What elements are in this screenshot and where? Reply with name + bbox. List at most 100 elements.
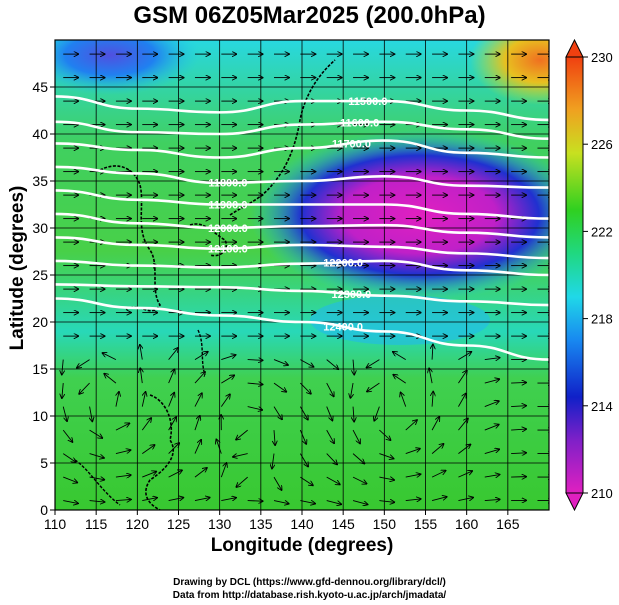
colorbar-tick-label: 230 (591, 50, 613, 65)
wind-arrow (116, 392, 119, 407)
wind-arrow (511, 406, 526, 407)
wind-arrow (89, 477, 105, 480)
wind-arrow (431, 444, 443, 454)
wind-arrow (484, 499, 500, 500)
contour-label: 12000.0 (208, 223, 248, 235)
y-tick-label: 25 (32, 267, 48, 283)
wind-arrow (221, 375, 234, 384)
x-tick-label: 110 (44, 516, 67, 532)
colorbar-min-arrow (565, 492, 584, 512)
wind-arrow (168, 498, 184, 501)
wind-arrow (102, 353, 117, 361)
colorbar-tick-label: 214 (591, 399, 613, 414)
wind-arrow (141, 392, 145, 407)
wind-arrow (115, 450, 131, 455)
wind-arrow (326, 406, 333, 421)
wind-arrow (511, 429, 526, 430)
wind-arrow (89, 453, 104, 458)
wind-arrow (247, 406, 263, 410)
wind-arrow (431, 471, 446, 478)
contour-label: 11700.0 (332, 139, 371, 151)
wind-arrow (393, 375, 406, 384)
height-contour (55, 189, 549, 220)
wind-arrow (194, 468, 207, 478)
wind-arrow (484, 449, 499, 455)
wind-arrow (273, 501, 289, 504)
wind-arrow (142, 498, 157, 501)
wind-arrow (194, 352, 208, 360)
wind-arrow (104, 374, 117, 384)
wind-arrow (233, 453, 248, 457)
wind-arrow (194, 498, 210, 501)
x-tick-label: 125 (167, 516, 191, 532)
contour-label: 12100.0 (208, 243, 248, 255)
wind-arrow (168, 417, 177, 431)
wind-arrow (63, 501, 78, 504)
wind-arrow (220, 394, 230, 407)
x-tick-label: 120 (126, 516, 150, 532)
wind-arrow (432, 345, 433, 360)
wind-arrow (168, 443, 180, 454)
wind-arrow (194, 416, 200, 431)
x-tick-label: 150 (373, 516, 397, 532)
wind-arrow (115, 499, 131, 500)
wind-arrow (115, 423, 129, 431)
wind-arrow (216, 439, 222, 454)
wind-arrow (484, 475, 500, 478)
y-tick-label: 5 (40, 455, 48, 471)
x-tick-label: 160 (455, 516, 479, 532)
wind-arrow (140, 368, 142, 384)
credit-data-source: Data from http://database.rish.kyoto-u.a… (172, 590, 447, 601)
wind-arrow (300, 476, 313, 485)
wind-arrow (458, 352, 471, 360)
wind-arrow (273, 406, 282, 420)
height-contour (55, 236, 549, 260)
height-contours: 11500.0 11600.0 11700.0 11800.0 11900.0 12000… (55, 95, 549, 361)
wind-arrow (326, 429, 334, 443)
wind-arrow (140, 345, 142, 360)
colorbar-tick-label: 222 (591, 224, 613, 239)
x-tick-label: 155 (414, 516, 438, 532)
y-tick-label: 15 (32, 361, 48, 377)
wind-arrow (352, 500, 368, 505)
wind-arrow (221, 355, 235, 361)
y-tick-label: 30 (32, 220, 48, 236)
wind-arrow (374, 406, 380, 421)
colorbar-tick-label: 218 (591, 312, 613, 327)
wind-arrow (247, 383, 263, 384)
y-tick-label: 40 (32, 126, 48, 142)
wind-arrow (62, 453, 75, 462)
wind-arrow (352, 476, 366, 484)
wind-arrow (393, 352, 406, 360)
colorbar-ticks: 210 214 218 222 226 230 (583, 50, 613, 501)
x-axis: 110 115 120 125 130 135 140 145 150 155 160 165 (44, 510, 520, 532)
wind-arrow (142, 472, 156, 478)
height-contour (55, 139, 549, 159)
wind-arrow (236, 476, 248, 487)
wind-arrow (484, 358, 500, 360)
wind-arrow (405, 420, 417, 431)
wind-arrow (326, 476, 340, 484)
x-tick-label: 130 (208, 516, 232, 532)
wind-arrow (484, 401, 499, 408)
warm-region-northeast (470, 40, 549, 105)
height-contour (55, 259, 549, 277)
wind-arrow (274, 430, 275, 445)
wind-arrow (353, 359, 354, 375)
wind-arrow (300, 359, 313, 367)
wind-arrow (62, 383, 63, 398)
height-contour (55, 212, 549, 239)
wind-arrow (326, 382, 334, 396)
wind-arrow (273, 359, 288, 365)
y-tick-label: 0 (40, 502, 48, 518)
wind-arrow (352, 429, 360, 443)
wind-arrow (484, 379, 499, 384)
colorbar: 210 214 218 222 226 230 (565, 38, 613, 512)
colorbar-gradient (565, 56, 584, 494)
wind-arrow (63, 476, 77, 482)
wind-arrow (194, 440, 201, 454)
wind-arrow (511, 382, 526, 383)
wind-arrow (194, 393, 202, 407)
wind-arrow (273, 382, 286, 392)
